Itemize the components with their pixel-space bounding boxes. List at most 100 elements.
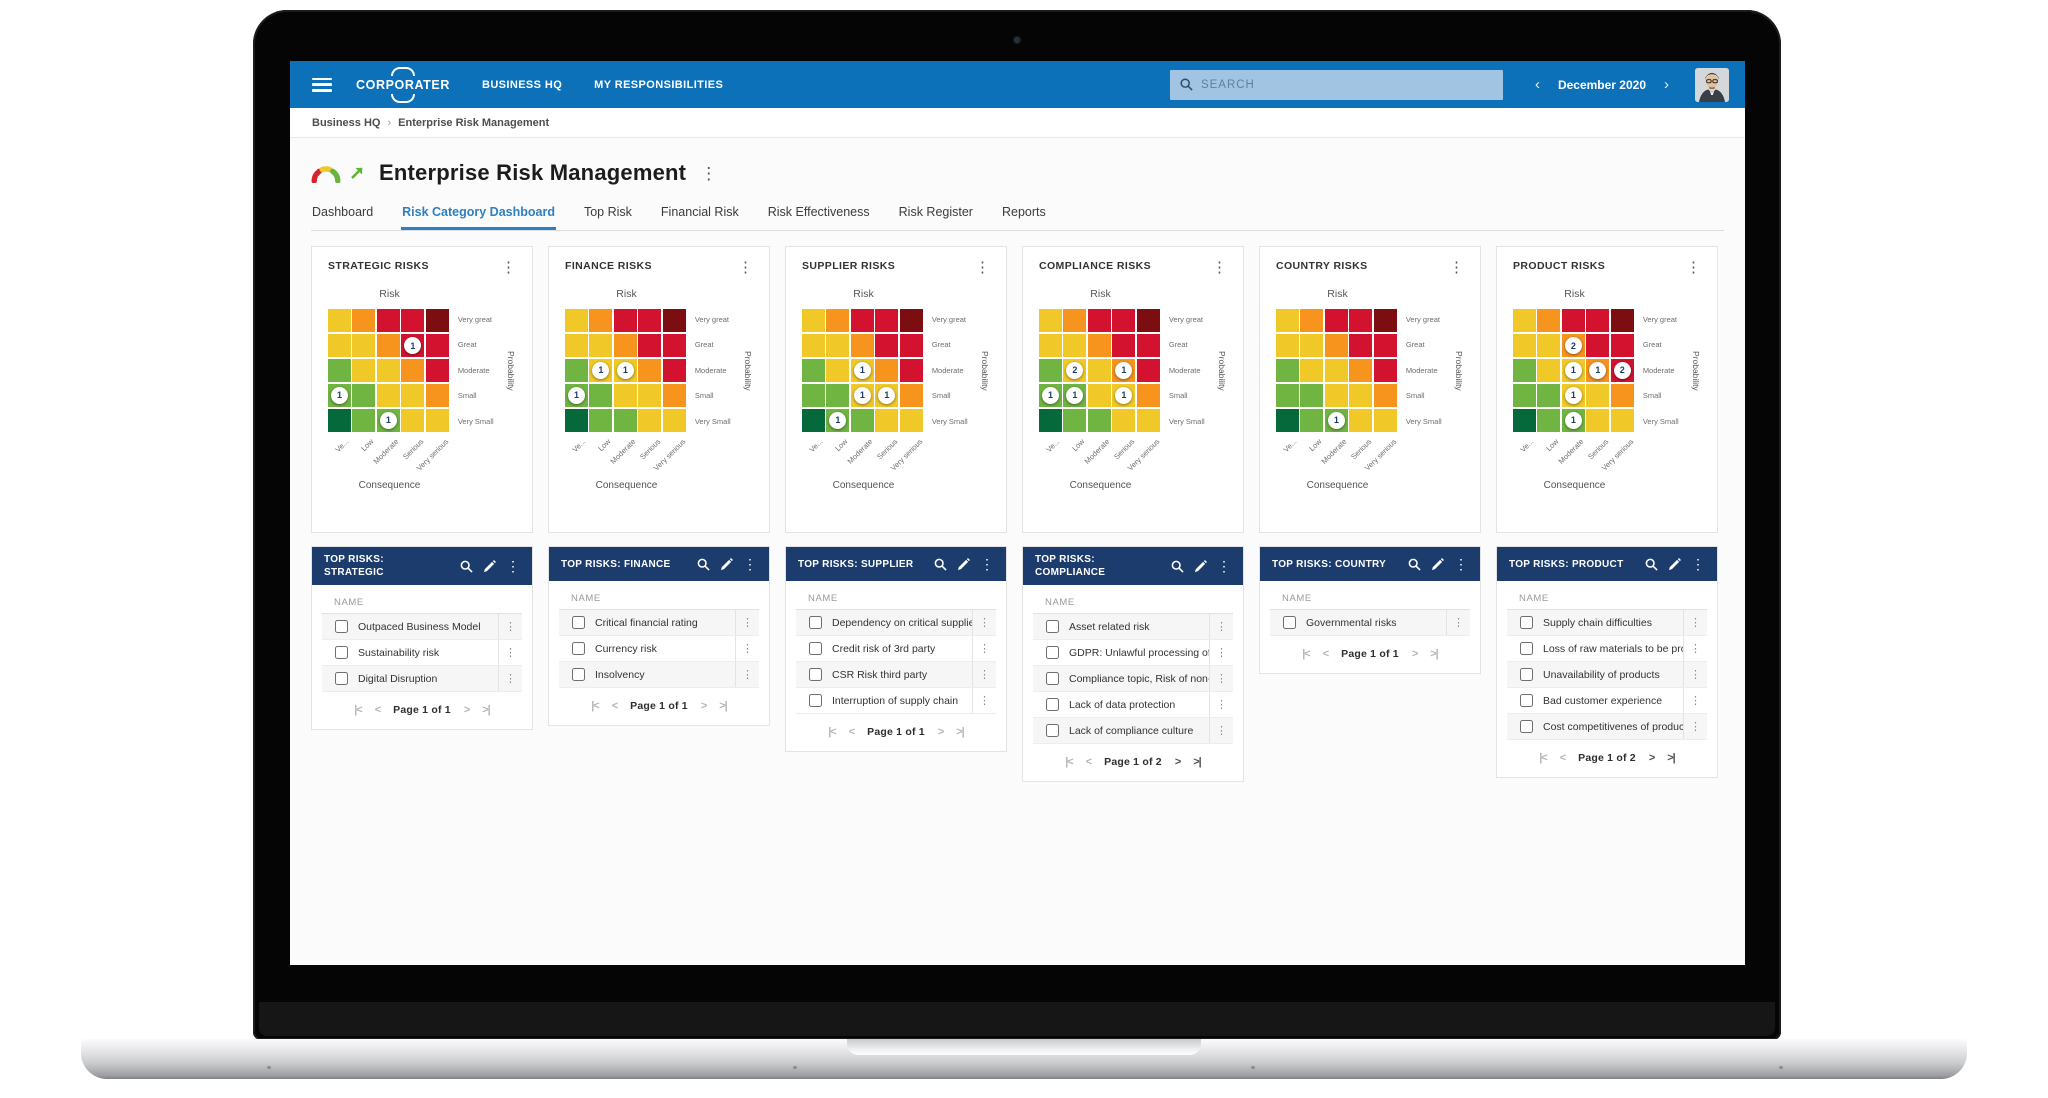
risk-row[interactable]: CSR Risk third party ⋮ (796, 662, 996, 688)
edit-pencil-icon[interactable] (720, 557, 733, 571)
nav-business-hq[interactable]: BUSINESS HQ (481, 78, 563, 91)
risk-name[interactable]: GDPR: Unlawful processing of (1069, 646, 1209, 659)
next-page-button[interactable]: > (463, 704, 471, 716)
risk-row[interactable]: Cost competitivenes of produc ⋮ (1507, 714, 1707, 740)
risk-name[interactable]: Governmental risks (1306, 616, 1397, 629)
risk-row[interactable]: Interruption of supply chain ⋮ (796, 688, 996, 714)
first-page-button[interactable]: |< (354, 704, 362, 716)
matrix-card-kebab-icon[interactable]: ⋮ (975, 259, 990, 276)
row-checkbox[interactable] (1520, 720, 1533, 733)
search-box[interactable] (1169, 69, 1503, 100)
row-kebab-icon[interactable]: ⋮ (972, 636, 996, 661)
search-icon[interactable] (1408, 558, 1421, 571)
risk-name[interactable]: Credit risk of 3rd party (832, 642, 936, 655)
first-page-button[interactable]: |< (1539, 752, 1547, 764)
row-kebab-icon[interactable]: ⋮ (972, 688, 996, 713)
page-kebab-menu-icon[interactable]: ⋮ (700, 163, 718, 183)
row-checkbox[interactable] (1046, 672, 1059, 685)
risk-row[interactable]: Unavailability of products ⋮ (1507, 662, 1707, 688)
risk-name[interactable]: Unavailability of products (1543, 668, 1660, 681)
row-checkbox[interactable] (1283, 616, 1296, 629)
risk-row[interactable]: Lack of compliance culture ⋮ (1033, 718, 1233, 744)
matrix-card-kebab-icon[interactable]: ⋮ (738, 259, 753, 276)
top-risks-kebab-icon[interactable]: ⋮ (743, 556, 757, 572)
risk-name[interactable]: Compliance topic, Risk of non- (1069, 672, 1209, 685)
next-page-button[interactable]: > (1411, 648, 1419, 660)
tab-risk-category-dashboard[interactable]: Risk Category Dashboard (401, 196, 556, 230)
risk-row[interactable]: Lack of data protection ⋮ (1033, 692, 1233, 718)
hamburger-menu-icon[interactable] (312, 77, 332, 92)
previous-page-button[interactable]: < (1322, 648, 1330, 660)
next-page-button[interactable]: > (1174, 756, 1182, 768)
risk-row[interactable]: Critical financial rating ⋮ (559, 610, 759, 636)
next-page-button[interactable]: > (1648, 752, 1656, 764)
last-page-button[interactable]: >| (1667, 752, 1675, 764)
breadcrumb-business-hq[interactable]: Business HQ (312, 116, 381, 129)
row-kebab-icon[interactable]: ⋮ (1209, 666, 1233, 691)
risk-row[interactable]: Bad customer experience ⋮ (1507, 688, 1707, 714)
first-page-button[interactable]: |< (1065, 756, 1073, 768)
tab-risk-effectiveness[interactable]: Risk Effectiveness (767, 205, 870, 219)
top-risks-kebab-icon[interactable]: ⋮ (1217, 558, 1231, 574)
top-risks-kebab-icon[interactable]: ⋮ (980, 556, 994, 572)
user-avatar[interactable] (1695, 67, 1729, 102)
risk-name[interactable]: Critical financial rating (595, 616, 698, 629)
edit-pencil-icon[interactable] (1668, 557, 1681, 571)
next-period-button[interactable]: › (1664, 76, 1669, 93)
risk-name[interactable]: Supply chain difficulties (1543, 616, 1652, 629)
risk-name[interactable]: Dependency on critical supplie (832, 616, 972, 629)
row-checkbox[interactable] (335, 672, 348, 685)
row-checkbox[interactable] (1520, 642, 1533, 655)
risk-row[interactable]: Credit risk of 3rd party ⋮ (796, 636, 996, 662)
previous-page-button[interactable]: < (1559, 752, 1567, 764)
top-risks-kebab-icon[interactable]: ⋮ (1454, 556, 1468, 572)
risk-row[interactable]: Governmental risks ⋮ (1270, 610, 1470, 636)
nav-my-responsibilities[interactable]: MY RESPONSIBILITIES (594, 78, 724, 91)
row-kebab-icon[interactable]: ⋮ (1683, 610, 1707, 635)
edit-pencil-icon[interactable] (1194, 559, 1207, 573)
row-checkbox[interactable] (335, 646, 348, 659)
risk-name[interactable]: Cost competitivenes of produc (1543, 720, 1683, 733)
matrix-card-kebab-icon[interactable]: ⋮ (501, 259, 516, 276)
risk-row[interactable]: Loss of raw materials to be pro ⋮ (1507, 636, 1707, 662)
search-icon[interactable] (460, 560, 473, 573)
last-page-button[interactable]: >| (1193, 756, 1201, 768)
row-checkbox[interactable] (809, 668, 822, 681)
matrix-card-kebab-icon[interactable]: ⋮ (1212, 259, 1227, 276)
search-icon[interactable] (697, 558, 710, 571)
risk-name[interactable]: Sustainability risk (358, 646, 440, 659)
row-checkbox[interactable] (809, 616, 822, 629)
risk-row[interactable]: Digital Disruption ⋮ (322, 666, 522, 692)
last-page-button[interactable]: >| (482, 704, 490, 716)
risk-name[interactable]: Digital Disruption (358, 672, 438, 685)
tab-reports[interactable]: Reports (1001, 205, 1046, 219)
row-kebab-icon[interactable]: ⋮ (1209, 640, 1233, 665)
first-page-button[interactable]: |< (828, 726, 836, 738)
row-kebab-icon[interactable]: ⋮ (498, 640, 522, 665)
matrix-card-kebab-icon[interactable]: ⋮ (1449, 259, 1464, 276)
row-checkbox[interactable] (1046, 698, 1059, 711)
row-checkbox[interactable] (1520, 616, 1533, 629)
row-kebab-icon[interactable]: ⋮ (1683, 636, 1707, 661)
previous-page-button[interactable]: < (611, 700, 619, 712)
next-page-button[interactable]: > (937, 726, 945, 738)
row-checkbox[interactable] (1046, 646, 1059, 659)
row-checkbox[interactable] (335, 620, 348, 633)
edit-pencil-icon[interactable] (957, 557, 970, 571)
row-checkbox[interactable] (809, 642, 822, 655)
risk-name[interactable]: Interruption of supply chain (832, 694, 959, 707)
row-checkbox[interactable] (572, 616, 585, 629)
last-page-button[interactable]: >| (956, 726, 964, 738)
period-label[interactable]: December 2020 (1557, 77, 1646, 92)
risk-name[interactable]: Lack of compliance culture (1069, 724, 1194, 737)
row-kebab-icon[interactable]: ⋮ (498, 666, 522, 691)
first-page-button[interactable]: |< (1302, 648, 1310, 660)
previous-page-button[interactable]: < (848, 726, 856, 738)
search-input[interactable] (1200, 78, 1493, 91)
row-kebab-icon[interactable]: ⋮ (735, 610, 759, 635)
risk-name[interactable]: Currency risk (595, 642, 657, 655)
row-checkbox[interactable] (809, 694, 822, 707)
row-kebab-icon[interactable]: ⋮ (972, 662, 996, 687)
risk-row[interactable]: Compliance topic, Risk of non- ⋮ (1033, 666, 1233, 692)
risk-name[interactable]: Outpaced Business Model (358, 620, 481, 633)
